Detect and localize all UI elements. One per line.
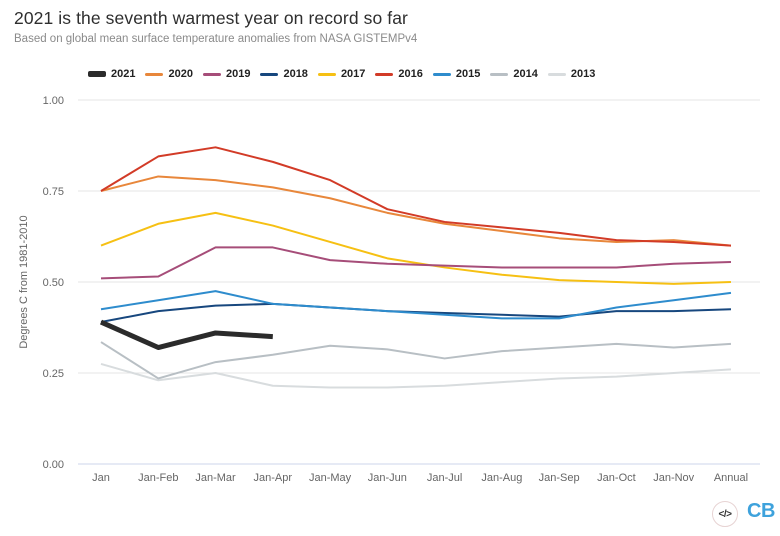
legend-label: 2014 [513, 68, 538, 80]
x-tick-label: Jan-Jun [368, 472, 407, 484]
series-line-2015 [100, 290, 732, 320]
legend-item-2021[interactable]: 2021 [88, 68, 135, 80]
x-tick-label: Jan-Oct [597, 472, 636, 484]
legend-label: 2016 [398, 68, 423, 80]
x-tick-label: Jan-Feb [138, 472, 178, 484]
legend-swatch-2013 [547, 72, 566, 76]
legend-item-2017[interactable]: 2017 [317, 68, 366, 80]
legend-swatch-2018 [260, 72, 279, 76]
x-tick-label: Annual [714, 472, 748, 484]
legend-swatch-2021 [88, 71, 106, 77]
x-tick-label: Jan-Jul [427, 472, 462, 484]
y-tick-label: 0.75 [43, 186, 64, 198]
series-line-2014 [100, 341, 732, 380]
legend: 2021 2020 2019 2018 2017 2016 2015 2014 2013 [88, 64, 595, 84]
y-tick-label: 1.00 [43, 95, 64, 107]
series-line-2020 [100, 175, 732, 247]
carbonbrief-logo[interactable]: CB [747, 500, 775, 522]
x-tick-label: Jan-Apr [254, 472, 293, 484]
x-tick-label: Jan-Nov [653, 472, 694, 484]
legend-label: 2018 [283, 68, 308, 80]
legend-label: 2015 [455, 68, 481, 80]
code-icon-glyph: </> [718, 508, 732, 520]
series-line-2016 [100, 146, 732, 247]
y-tick-label: 0.00 [43, 459, 64, 471]
legend-label: 2013 [570, 68, 596, 80]
legend-item-2016[interactable]: 2016 [375, 68, 423, 80]
legend-label: 2019 [225, 68, 251, 80]
y-tick-label: 0.25 [43, 368, 64, 380]
chart-subtitle: Based on global mean surface temperature… [14, 33, 418, 45]
series-line-2013 [100, 362, 732, 389]
legend-label: 2021 [111, 68, 136, 80]
series-line-2017 [100, 211, 732, 285]
legend-swatch-2016 [375, 72, 394, 76]
legend-swatch-2017 [317, 72, 336, 76]
y-tick-label: 0.50 [43, 277, 64, 289]
embed-code-icon[interactable]: </> [712, 501, 738, 527]
legend-item-2020[interactable]: 2020 [145, 68, 193, 80]
series-line-2021 [99, 319, 273, 351]
x-tick-label: Jan-Mar [195, 472, 236, 484]
legend-label: 2017 [340, 68, 366, 80]
legend-swatch-2020 [145, 72, 164, 76]
y-axis-title: Degrees C from 1981-2010 [18, 215, 30, 348]
x-tick-label: Jan-Sep [539, 472, 580, 484]
legend-item-2014[interactable]: 2014 [490, 68, 538, 80]
legend-item-2019[interactable]: 2019 [202, 68, 251, 80]
legend-swatch-2019 [202, 72, 221, 76]
series-line-2019 [100, 246, 732, 280]
legend-item-2018[interactable]: 2018 [260, 68, 308, 80]
legend-item-2015[interactable]: 2015 [432, 68, 481, 80]
x-tick-label: Jan-Aug [481, 472, 522, 484]
x-tick-label: Jan-May [309, 472, 352, 484]
chart-title: 2021 is the seventh warmest year on reco… [14, 8, 408, 28]
legend-swatch-2014 [490, 72, 509, 76]
legend-label: 2020 [168, 68, 193, 80]
x-tick-label: Jan [92, 472, 110, 484]
legend-item-2013[interactable]: 2013 [547, 68, 596, 80]
legend-swatch-2015 [432, 72, 451, 76]
